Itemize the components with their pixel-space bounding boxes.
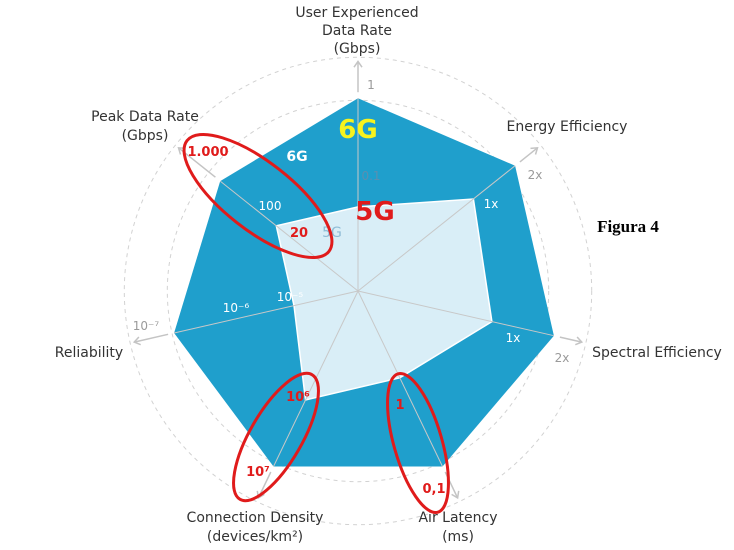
highlight-ellipse-latency (386, 371, 450, 515)
axis-arrow-spectral (559, 336, 584, 346)
tick-label-spectral-inner: 1x (506, 331, 521, 345)
series-5g-label: 5G (355, 197, 394, 227)
spoke-latency (357, 290, 443, 467)
tick-label-energy-outer: 2x (528, 168, 543, 182)
axis-label-line: (ms) (442, 529, 474, 545)
axis-label-line: (Gbps) (334, 41, 381, 57)
axis-label-line: (devices/km²) (207, 529, 303, 545)
tick-label-user-rate-outer: 1 (367, 78, 375, 92)
peak-rate-6g-marker: 6G (286, 149, 307, 165)
highlight-annotations (182, 132, 450, 515)
axis-label-reliability: Reliability (55, 345, 123, 361)
tick-label-reliability-outer: 10⁻⁷ (133, 319, 160, 333)
highlight-ellipse-peak-rate (182, 132, 334, 260)
axis-arrow-reliability (132, 333, 169, 346)
tick-label-reliability-inner: 10⁻⁵ (277, 290, 304, 304)
spoke-peak_rate (219, 180, 359, 292)
tick-label-reliability-mid: 10⁻⁶ (223, 301, 250, 315)
axis-label-line: Peak Data Rate (91, 109, 199, 125)
tick-label-latency-inner: 1 (395, 398, 404, 413)
axis-label-line: Data Rate (322, 23, 392, 39)
axis-label-spectral: Spectral Efficiency (592, 345, 722, 361)
grid-circle (123, 56, 593, 526)
tick-label-peak-rate-mid: 100 (259, 199, 282, 213)
chart-spokes (173, 98, 555, 467)
axis-arrow-user_rate (353, 60, 363, 93)
tick-label-spectral-outer: 2x (555, 351, 570, 365)
tick-label-energy-inner: 1x (484, 197, 499, 211)
axis-label-line: User Experienced (295, 5, 418, 21)
axis-label-latency: Air Latency (ms) (418, 510, 497, 545)
tick-label-peak-rate-outer: 1.000 (187, 145, 228, 160)
figure-caption: Figura 4 (597, 217, 659, 236)
spoke-reliability (173, 290, 359, 334)
axis-label-energy: Energy Efficiency (507, 119, 628, 135)
spoke-energy (357, 165, 516, 292)
axis-label-line: Air Latency (418, 510, 497, 526)
tick-label-density-outer: 10⁷ (246, 465, 270, 480)
axis-label-peak-rate: Peak Data Rate (Gbps) (91, 109, 199, 144)
tick-label-peak-rate-inner: 20 (290, 226, 308, 241)
tick-label-user-rate-inner: 0.1 (361, 169, 380, 183)
axis-arrow-energy (519, 146, 539, 163)
series-6g-label: 6G (338, 115, 377, 145)
tick-label-latency-outer: 0,1 (422, 482, 445, 497)
highlight-ellipse-density (232, 371, 320, 503)
spoke-spectral (357, 290, 555, 337)
axis-label-density: Connection Density (devices/km²) (187, 510, 324, 545)
axis-label-line: Connection Density (187, 510, 324, 526)
axis-label-line: (Gbps) (122, 128, 169, 144)
axis-label-user-rate: User Experienced Data Rate (Gbps) (295, 5, 418, 57)
tick-label-density-inner: 10⁶ (286, 390, 310, 405)
